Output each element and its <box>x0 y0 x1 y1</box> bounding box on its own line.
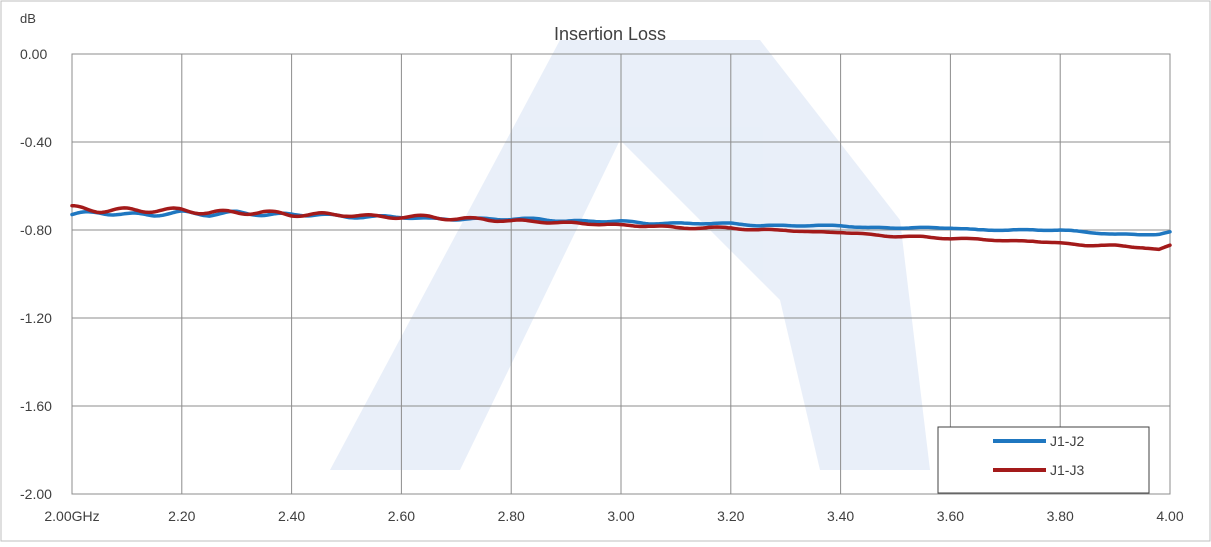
legend-label-j1-j2: J1-J2 <box>1050 433 1084 449</box>
x-tick-label: 2.60 <box>388 508 415 524</box>
chart-title: Insertion Loss <box>554 24 666 44</box>
x-tick-label: 3.20 <box>717 508 744 524</box>
x-tick-label: 2.00GHz <box>44 508 99 524</box>
x-tick-label: 3.40 <box>827 508 854 524</box>
y-tick-label: -1.60 <box>20 398 52 414</box>
y-tick-label: -2.00 <box>20 486 52 502</box>
x-tick-label: 4.00 <box>1156 508 1183 524</box>
y-tick-label: -0.80 <box>20 222 52 238</box>
y-tick-label: -1.20 <box>20 310 52 326</box>
x-tick-label: 2.20 <box>168 508 195 524</box>
x-tick-label: 3.80 <box>1047 508 1074 524</box>
x-tick-label: 3.60 <box>937 508 964 524</box>
x-tick-label: 2.40 <box>278 508 305 524</box>
series-line-j1-j3 <box>70 203 1172 252</box>
legend-label-j1-j3: J1-J3 <box>1050 462 1084 478</box>
legend-box <box>937 426 1150 494</box>
plot-area-frame <box>71 53 1171 495</box>
watermark-logo <box>330 40 930 470</box>
x-tick-label: 3.00 <box>607 508 634 524</box>
x-tick-label: 2.80 <box>498 508 525 524</box>
legend: J1-J2 J1-J3 <box>937 426 1150 494</box>
y-tick-label: 0.00 <box>20 46 47 62</box>
y-axis-unit-label: dB <box>20 11 36 26</box>
axes: 2.00GHz 2.20 2.40 2.60 2.80 3.00 3.20 3.40 3.60 3… <box>20 46 1184 524</box>
series-lines <box>70 203 1172 252</box>
y-tick-label: -0.40 <box>20 134 52 150</box>
grid-lines <box>71 53 1171 495</box>
